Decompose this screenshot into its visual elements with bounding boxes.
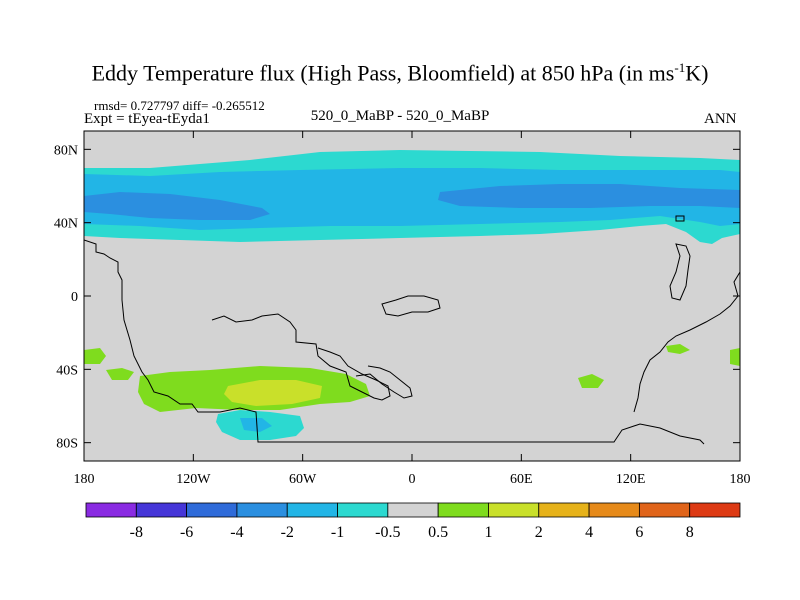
colorbar-level-label: 4 [585,524,593,541]
contour-sh-yellow [224,380,322,406]
contour-sh-green-east [730,348,740,366]
lon-tick-label: 180 [74,472,95,487]
colorbar-level-label: 2 [535,524,543,541]
lon-tick-label: 120W [176,472,211,487]
colorbar-swatch [236,502,288,518]
lat-tick-label: 80N [54,143,78,158]
lat-tick-label: 0 [71,290,78,305]
colorbar-swatch [638,502,691,518]
colorbar-swatch [85,502,137,518]
lon-tick-label: 0 [409,472,416,487]
colorbar-swatch [135,502,188,518]
colorbar-level-label: 8 [686,524,694,541]
lat-tick-label: 40S [56,363,78,378]
plot-title: Eddy Temperature flux (High Pass, Bloomf… [91,60,709,86]
coast-americas [84,239,705,445]
lon-tick-label: 60W [289,472,317,487]
contour-fields [84,150,740,440]
colorbar-level-label: 0.5 [428,524,448,541]
case-label: 520_0_MaBP - 520_0_MaBP [310,108,490,124]
lon-tick-label: 60E [510,472,533,487]
colorbar-level-label: -8 [130,524,143,541]
coast-australia [633,271,740,413]
coast-asia-east [669,243,691,301]
stats-label: rmsd= 0.727797 diff= -0.265512 [94,98,265,113]
colorbar-level-label: -6 [180,524,193,541]
colorbar-level-label: 1 [484,524,492,541]
colorbar-swatch [387,502,439,518]
axis-ticks: 180 120W 60W 0 60E 120E 180 80N 40N 0 40S 80S [54,131,751,487]
lon-tick-label: 120E [616,472,646,487]
colorbar-swatch [588,502,640,518]
colorbar-swatch [286,502,338,518]
colorbar-swatch [689,502,741,518]
coast-island [675,215,685,222]
contour-nh-inner-east [438,184,740,208]
contour-sh-green-atl [106,368,134,380]
experiment-label: Expt = tEyea-tEyda1 [84,111,210,127]
colorbar-swatch [186,502,238,518]
colorbar-level-label: -4 [230,524,243,541]
colorbar: -8 -6 -4 -2 -1 -0.5 0.5 1 2 4 6 8 [85,502,741,541]
lon-tick-label: 180 [730,472,751,487]
lat-tick-label: 80S [56,437,78,452]
contour-sh-green-indian [578,374,604,388]
contour-sh-blue [240,418,272,432]
coast-gulf [381,295,441,317]
colorbar-level-label: -0.5 [375,524,400,541]
colorbar-swatch [538,502,590,518]
contour-sh-green-pacific [666,344,690,354]
colorbar-swatch [337,502,389,518]
coastlines [84,215,740,445]
colorbar-swatch [488,502,540,518]
lat-tick-label: 40N [54,217,78,232]
colorbar-level-label: 6 [635,524,643,541]
colorbar-level-label: -1 [331,524,344,541]
coast-africa [355,365,413,399]
contour-sh-green-west [84,348,106,364]
coast-south-america [211,313,391,401]
colorbar-level-label: -2 [281,524,294,541]
colorbar-swatch [437,502,489,518]
period-label: ANN [704,111,737,127]
contour-nh-inner-west [84,192,270,220]
